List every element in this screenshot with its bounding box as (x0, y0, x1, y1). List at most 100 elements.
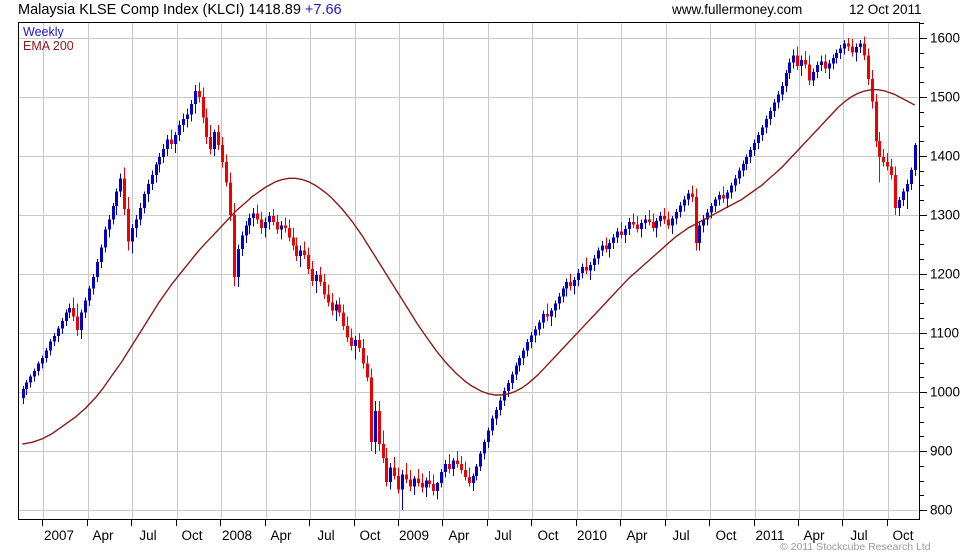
y-axis-tick-minor (920, 112, 924, 113)
candle-body (389, 467, 392, 482)
x-axis-tick (309, 520, 310, 526)
candle-body (542, 314, 545, 323)
y-axis-tick-minor (920, 259, 924, 260)
candle-body (518, 357, 521, 366)
y-axis-tick-minor (920, 481, 924, 482)
candle-body (436, 482, 439, 492)
x-axis-label: Jul (139, 528, 157, 543)
candle-body (734, 178, 737, 186)
legend-item-ema200: EMA 200 (23, 39, 74, 53)
x-axis-tick (576, 520, 577, 526)
x-axis-label: 2011 (755, 528, 785, 543)
x-axis-tick (131, 520, 132, 526)
page-title: Malaysia KLSE Comp Index (KLCI) 1418.89 … (18, 2, 342, 18)
y-axis-label: 1300 (930, 207, 961, 223)
candle-body (483, 442, 486, 454)
y-axis-tick-major (920, 451, 927, 452)
candle-body (628, 221, 631, 230)
candle-body (491, 418, 494, 431)
x-axis-label: Apr (803, 528, 825, 543)
candle-wick (879, 132, 880, 183)
candle-body (256, 213, 259, 220)
candle-wick (649, 210, 650, 226)
y-axis-tick-minor (920, 436, 924, 437)
candle-body (362, 347, 365, 364)
candle-body (354, 340, 357, 346)
candle-body (108, 219, 111, 230)
candle-body (569, 282, 572, 286)
candle-body (456, 460, 459, 465)
candle-body (432, 484, 435, 492)
candle-body (248, 217, 251, 226)
candle-body (382, 444, 385, 459)
candle-wick (805, 50, 806, 69)
candle-wick (449, 454, 450, 474)
series-layer (19, 23, 919, 519)
gridline-horizontal (19, 156, 919, 157)
candle-body (820, 61, 823, 65)
y-axis-tick-minor (920, 377, 924, 378)
ema-200-line (22, 89, 916, 445)
candle-body (252, 213, 255, 218)
candle-body (800, 60, 803, 67)
candle-wick (586, 257, 587, 274)
x-axis-tick (531, 520, 532, 526)
x-axis-tick (798, 520, 799, 526)
gridline-horizontal (19, 215, 919, 216)
candle-body (221, 145, 224, 162)
candle-body (22, 389, 25, 398)
candle-wick (907, 179, 908, 209)
candle-body (233, 214, 236, 277)
candle-body (295, 245, 298, 257)
candle-body (511, 374, 514, 384)
y-axis-tick-minor (920, 230, 924, 231)
candle-body (624, 229, 627, 235)
candle-body (151, 174, 154, 185)
price-change: +7.66 (304, 2, 342, 18)
candle-body (96, 262, 99, 277)
candle-wick (336, 300, 337, 322)
candle-wick (547, 303, 548, 322)
candle-body (292, 237, 295, 246)
y-axis-tick-major (920, 215, 927, 216)
y-axis-label: 1600 (930, 30, 961, 46)
candle-body (25, 382, 28, 390)
candle-body (765, 119, 768, 128)
candle-body (104, 229, 107, 248)
x-axis-tick (42, 520, 43, 526)
chart-date: 12 Oct 2011 (849, 2, 922, 17)
y-axis-tick-minor (920, 363, 924, 364)
candle-body (589, 265, 592, 271)
candle-body (72, 308, 75, 317)
gridline-vertical (532, 23, 533, 519)
candle-body (487, 430, 490, 443)
candle-wick (469, 467, 470, 487)
gridline-vertical (43, 23, 44, 519)
candle-body (366, 363, 369, 378)
candle-wick (171, 129, 172, 149)
candle-body (147, 184, 150, 195)
x-axis-tick (265, 520, 266, 526)
candle-body (444, 464, 447, 472)
candle-body (538, 322, 541, 330)
candle-wick (829, 60, 830, 80)
x-axis-tick (842, 520, 843, 526)
candle-body (843, 43, 846, 49)
candle-body (875, 101, 878, 142)
candle-body (166, 139, 169, 149)
gridline-vertical (355, 23, 356, 519)
y-axis-tick-major (920, 510, 927, 511)
candle-body (652, 221, 655, 228)
candle-body (867, 55, 870, 80)
y-axis-label: 1000 (930, 384, 961, 400)
candle-body (824, 61, 827, 69)
candle-body (194, 90, 197, 104)
candle-body (464, 469, 467, 478)
candle-wick (402, 469, 403, 511)
y-axis-tick-minor (920, 23, 924, 24)
x-axis-label: Oct (715, 528, 737, 543)
candle-wick (727, 190, 728, 208)
candle-body (409, 479, 412, 487)
x-axis-label: Jul (850, 528, 868, 543)
